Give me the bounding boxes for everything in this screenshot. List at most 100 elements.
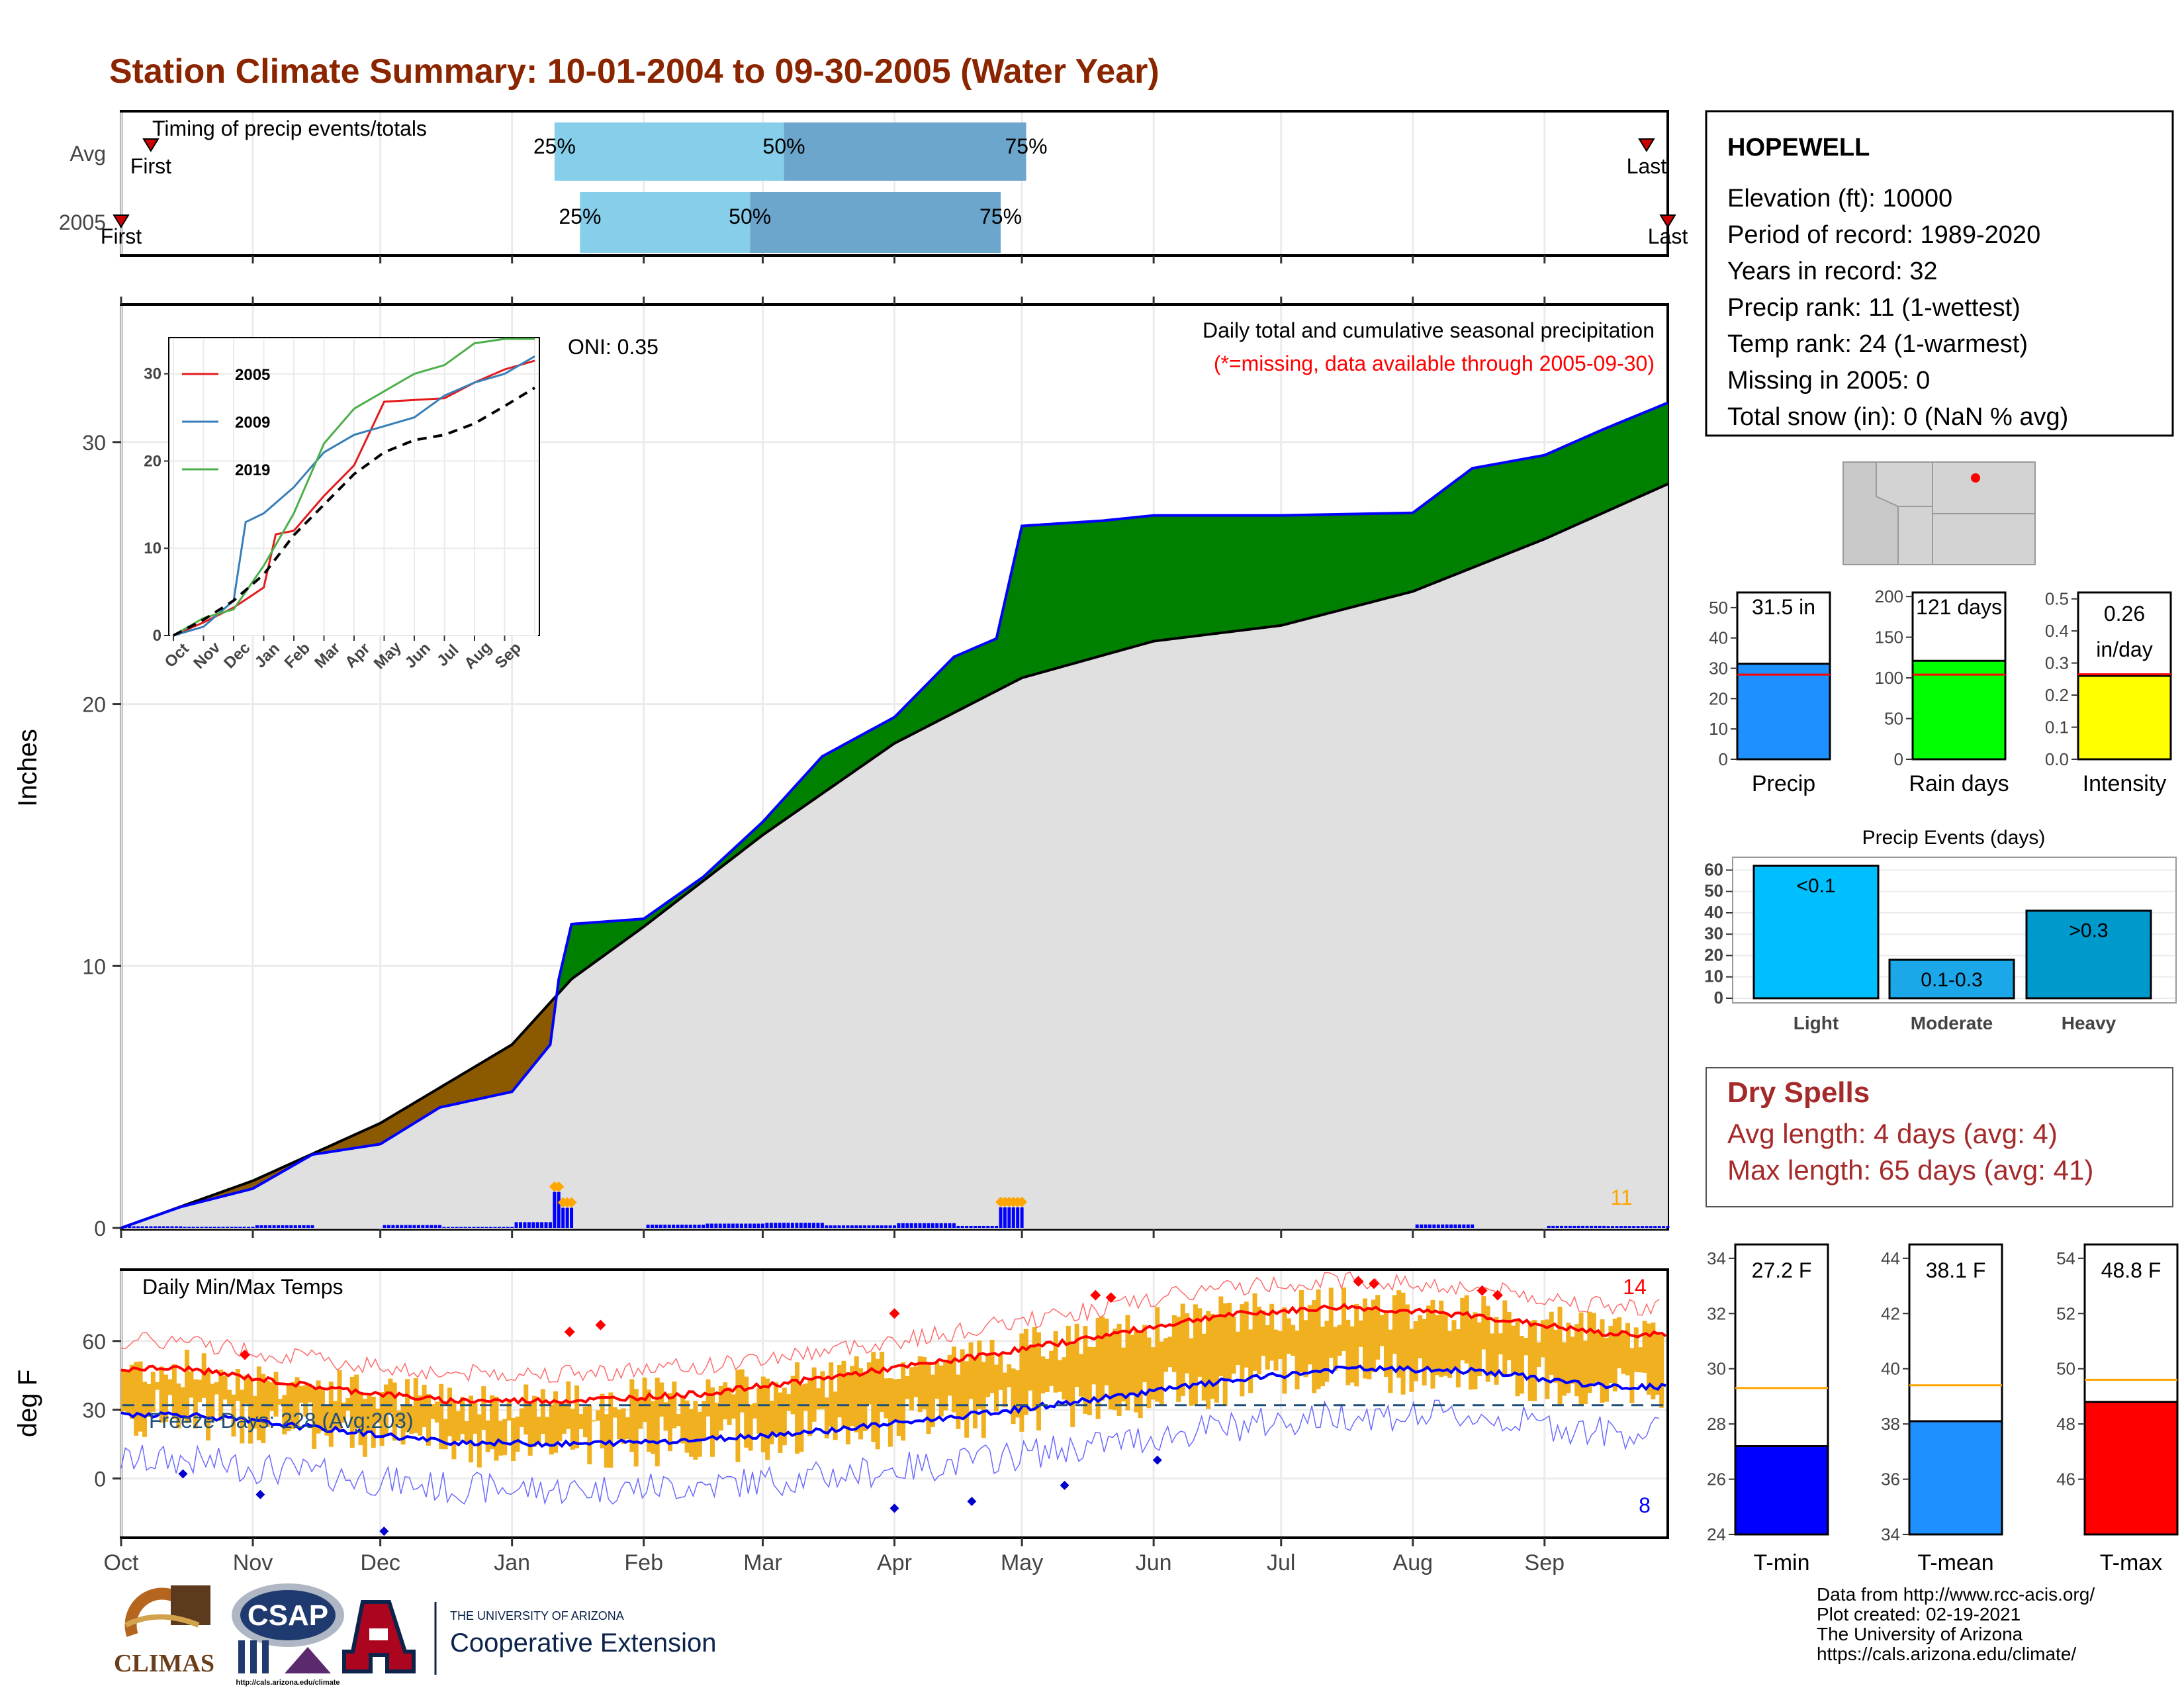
daily-precip-bar [816, 1223, 820, 1228]
daily-temp-range-bar [1040, 1356, 1046, 1393]
daily-precip-bar [412, 1225, 416, 1228]
daily-temp-range-bar [748, 1404, 753, 1451]
daily-temp-range-bar [667, 1393, 672, 1452]
daily-temp-range-bar [786, 1394, 792, 1411]
temp-ytick-label: 60 [82, 1330, 106, 1354]
daily-temp-range-bar [854, 1356, 859, 1432]
daily-temp-range-bar [1443, 1313, 1448, 1376]
daily-precip-bar [234, 1227, 238, 1228]
daily-precip-bar [944, 1223, 948, 1228]
inset-legend-label: 2009 [235, 414, 270, 432]
daily-precip-bar [1649, 1226, 1653, 1228]
avg-cumulative-area [121, 484, 1668, 1229]
events-ytick-label: 50 [1704, 881, 1723, 901]
daily-temp-range-bar [1651, 1322, 1656, 1399]
daily-temp-range-bar [277, 1399, 283, 1405]
daily-precip-bar [259, 1225, 263, 1228]
current-cumulative-line [120, 401, 1668, 1229]
temp-y-ticks: 0 30 60 [82, 1330, 121, 1491]
daily-temp-range-bar [464, 1421, 469, 1443]
daily-precip-bar [1581, 1225, 1585, 1228]
daily-precip-bar [876, 1225, 880, 1228]
daily-precip-bar [238, 1227, 242, 1228]
daily-temp-range-bar [1469, 1319, 1474, 1390]
daily-temp-range-bar [1375, 1295, 1381, 1360]
daily-precip-bar [561, 1207, 565, 1228]
daily-temp-range-bar [396, 1410, 402, 1426]
dry-spells-max: Max length: 65 days (avg: 41) [1727, 1154, 2093, 1186]
daily-temp-range-bar [1244, 1301, 1249, 1368]
daily-precip-bar [510, 1227, 514, 1228]
daily-temp-range-bar [443, 1419, 448, 1450]
daily-precip-bar [217, 1227, 221, 1228]
timing-row-avg-label: Avg [69, 142, 106, 165]
dry-spells-avg: Avg length: 4 days (avg: 4) [1727, 1118, 2058, 1149]
daily-temp-range-bar [922, 1356, 927, 1409]
daily-precip-bar [973, 1225, 977, 1228]
daily-temp-range-bar [1028, 1346, 1033, 1391]
record-max-line [120, 1271, 1660, 1383]
temp-panel-title: Daily Min/Max Temps [142, 1275, 343, 1299]
daily-temp-range-bar [943, 1362, 948, 1411]
daily-temp-range-bar [820, 1371, 825, 1409]
daily-precip-bar [935, 1223, 939, 1228]
daily-temp-range-bar [862, 1373, 868, 1431]
timing-bar-q50-q75 [784, 122, 1026, 181]
timing-bar-q25-q50 [554, 122, 784, 181]
daily-precip-bar [442, 1227, 446, 1228]
daily-precip-bar [735, 1223, 739, 1228]
summary-ytick-label: 20 [1709, 688, 1728, 708]
temp-summary-ytick-label: 50 [2056, 1359, 2075, 1379]
daily-temp-range-bar [1091, 1346, 1097, 1385]
daily-temp-range-bar [989, 1339, 995, 1393]
summary-ytick-label: 0.5 [2045, 589, 2069, 609]
daily-temp-range-bar [341, 1402, 346, 1423]
first-event-label: First [130, 154, 171, 178]
daily-precip-bar [1653, 1226, 1657, 1228]
daily-precip-bar [709, 1223, 713, 1228]
daily-precip-bar [960, 1225, 964, 1228]
temp-summary-ytick-label: 32 [1707, 1303, 1726, 1323]
daily-temp-range-bar [1163, 1338, 1169, 1372]
daily-temp-range-bar [1049, 1350, 1054, 1386]
daily-precip-bar [145, 1226, 149, 1228]
precip-cumulative-areas [120, 401, 1668, 1229]
daily-precip-bar [527, 1222, 531, 1228]
daily-temp-range-bar [1557, 1307, 1563, 1405]
daily-temp-range-bar [1185, 1313, 1190, 1374]
daily-temp-range-bar [1303, 1320, 1308, 1378]
daily-precip-bar [927, 1223, 931, 1228]
daily-precip-bar [149, 1226, 153, 1228]
daily-temp-range-bar [337, 1370, 342, 1430]
daily-temp-range-bar [1426, 1305, 1432, 1370]
daily-temp-range-bar [1341, 1288, 1346, 1351]
daily-precip-bar [136, 1226, 140, 1228]
daily-temp-range-bar [947, 1354, 952, 1396]
daily-precip-bar [646, 1225, 650, 1228]
events-category-label: Light [1794, 1013, 1839, 1033]
daily-temp-range-bar [1053, 1331, 1058, 1393]
daily-precip-bar [1020, 1207, 1024, 1228]
daily-precip-bar [693, 1225, 697, 1228]
summary-value-label-2: in/day [2096, 637, 2152, 661]
daily-precip-bar [1424, 1224, 1428, 1228]
page-title: Station Climate Summary: 10-01-2004 to 0… [109, 52, 1160, 91]
daily-precip-bar [748, 1223, 752, 1228]
daily-temp-range-bar [951, 1346, 956, 1413]
daily-precip-bar [718, 1223, 722, 1228]
summary-name-label: Intensity [2083, 771, 2167, 796]
timing-bar-q50-q75 [750, 192, 1001, 253]
daily-temp-range-bar [1540, 1320, 1545, 1358]
events-bar-heavy [2025, 910, 2152, 1000]
daily-precip-bar [408, 1225, 412, 1228]
daily-temp-range-bar [1608, 1326, 1614, 1383]
freeze-days-label: Freeze Days: 228 (Avg:203) [149, 1409, 414, 1432]
daily-precip-bar [702, 1225, 705, 1228]
daily-precip-bar [1432, 1224, 1436, 1228]
temp-summary-name-label: T-min [1754, 1550, 1810, 1575]
daily-temp-range-bar [392, 1382, 397, 1441]
daily-temp-range-bar [1206, 1311, 1211, 1409]
daily-precip-bar [204, 1227, 208, 1228]
daily-temp-range-bar [871, 1352, 876, 1442]
daily-precip-bar [187, 1227, 191, 1228]
